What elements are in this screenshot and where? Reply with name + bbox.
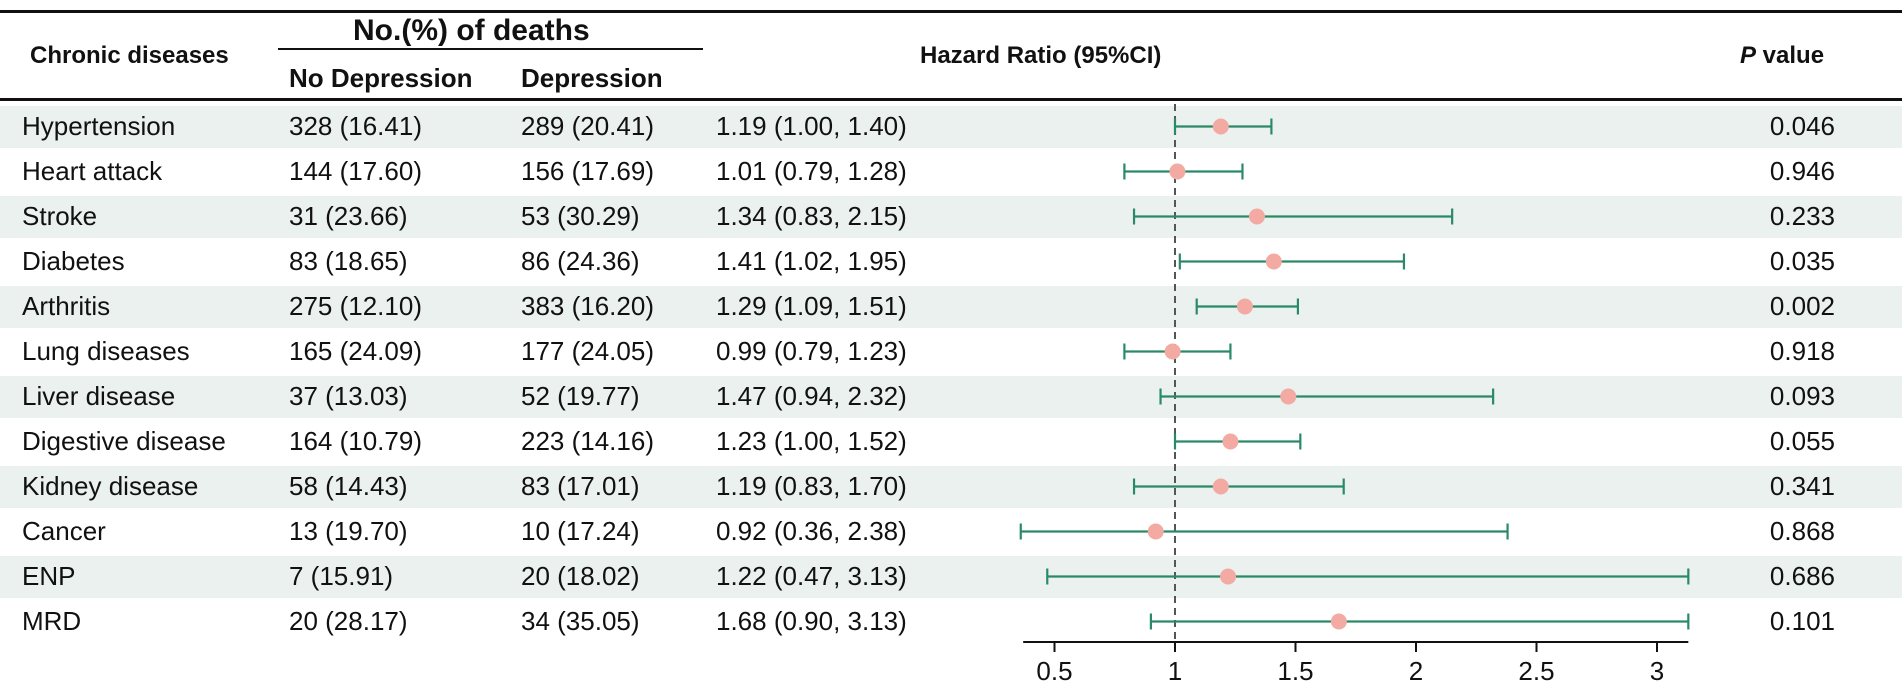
cell-disease: Lung diseases (22, 336, 190, 366)
cell-disease: Liver disease (22, 381, 176, 411)
column-header-disease: Chronic diseases (30, 42, 229, 69)
hr-point (1212, 478, 1229, 495)
cell-depression: 10 (17.24) (521, 516, 640, 546)
cell-depression: 383 (16.20) (521, 291, 654, 321)
column-header-depression: Depression (521, 63, 663, 93)
column-header-hazard-ratio: Hazard Ratio (95%CI) (920, 42, 1162, 69)
cell-hazard-ratio: 1.41 (1.02, 1.95) (716, 246, 907, 276)
hr-point (1212, 118, 1229, 135)
hr-point (1222, 433, 1239, 450)
cell-hazard-ratio: 0.92 (0.36, 2.38) (716, 516, 907, 546)
cell-p-value: 0.035 (1769, 246, 1835, 276)
group-header-underline (278, 48, 703, 50)
cell-no-depression: 31 (23.66) (289, 201, 408, 231)
cell-hazard-ratio: 1.23 (1.00, 1.52) (716, 426, 907, 456)
cell-hazard-ratio: 1.19 (1.00, 1.40) (716, 111, 907, 141)
cell-no-depression: 7 (15.91) (289, 561, 394, 591)
table-top-rule (0, 10, 1902, 13)
hr-point (1147, 523, 1164, 540)
cell-disease: MRD (22, 606, 82, 636)
cell-hazard-ratio: 1.22 (0.47, 3.13) (716, 561, 907, 591)
cell-p-value: 0.918 (1769, 336, 1835, 366)
cell-disease: Hypertension (22, 111, 176, 141)
row-stripe (0, 196, 1902, 238)
header-bottom-rule (0, 98, 1902, 101)
cell-depression: 223 (14.16) (521, 426, 654, 456)
x-tick-label: 0.5 (1036, 656, 1072, 686)
cell-p-value: 0.686 (1769, 561, 1835, 591)
hr-point (1236, 298, 1253, 315)
cell-depression: 86 (24.36) (521, 246, 640, 276)
cell-p-value: 0.868 (1769, 516, 1835, 546)
cell-p-value: 0.946 (1769, 156, 1835, 186)
cell-depression: 53 (30.29) (521, 201, 640, 231)
hr-point (1330, 613, 1347, 630)
cell-disease: Digestive disease (22, 426, 226, 456)
cell-hazard-ratio: 1.19 (0.83, 1.70) (716, 471, 907, 501)
cell-hazard-ratio: 1.34 (0.83, 2.15) (716, 201, 907, 231)
row-stripe (0, 376, 1902, 418)
hr-point (1265, 253, 1282, 270)
cell-hazard-ratio: 1.68 (0.90, 3.13) (716, 606, 907, 636)
hr-point (1169, 163, 1186, 180)
cell-no-depression: 144 (17.60) (289, 156, 422, 186)
hr-point (1280, 388, 1297, 405)
cell-p-value: 0.002 (1769, 291, 1835, 321)
cell-hazard-ratio: 1.47 (0.94, 2.32) (716, 381, 907, 411)
cell-no-depression: 164 (10.79) (289, 426, 422, 456)
cell-depression: 177 (24.05) (521, 336, 654, 366)
x-tick-label: 1 (1168, 656, 1182, 686)
x-tick-label: 3 (1650, 656, 1664, 686)
cell-depression: 34 (35.05) (521, 606, 640, 636)
cell-hazard-ratio: 1.29 (1.09, 1.51) (716, 291, 907, 321)
cell-depression: 20 (18.02) (521, 561, 640, 591)
cell-depression: 83 (17.01) (521, 471, 640, 501)
cell-disease: Diabetes (22, 246, 125, 276)
p-italic: P (1740, 42, 1757, 69)
hr-point (1248, 208, 1265, 225)
cell-p-value: 0.101 (1769, 606, 1835, 636)
cell-depression: 156 (17.69) (521, 156, 654, 186)
cell-no-depression: 165 (24.09) (289, 336, 422, 366)
x-tick-label: 2 (1409, 656, 1423, 686)
p-rest: value (1756, 42, 1825, 69)
cell-no-depression: 275 (12.10) (289, 291, 422, 321)
cell-disease: Stroke (22, 201, 98, 231)
cell-no-depression: 13 (19.70) (289, 516, 408, 546)
cell-disease: Kidney disease (22, 471, 199, 501)
cell-disease: Heart attack (22, 156, 163, 186)
cell-depression: 52 (19.77) (521, 381, 640, 411)
cell-depression: 289 (20.41) (521, 111, 654, 141)
row-stripe (0, 466, 1902, 508)
cell-p-value: 0.046 (1769, 111, 1835, 141)
row-stripe (0, 286, 1902, 328)
column-header-no-depression: No Depression (289, 63, 473, 93)
cell-p-value: 0.055 (1769, 426, 1835, 456)
cell-disease: Cancer (22, 516, 106, 546)
hr-point (1164, 343, 1181, 360)
cell-no-depression: 83 (18.65) (289, 246, 408, 276)
cell-disease: ENP (22, 561, 76, 591)
cell-no-depression: 20 (28.17) (289, 606, 408, 636)
hr-point (1220, 568, 1237, 585)
group-header-deaths: No.(%) of deaths (353, 14, 590, 47)
cell-hazard-ratio: 0.99 (0.79, 1.23) (716, 336, 907, 366)
cell-no-depression: 328 (16.41) (289, 111, 422, 141)
cell-p-value: 0.233 (1769, 201, 1835, 231)
cell-no-depression: 58 (14.43) (289, 471, 408, 501)
cell-disease: Arthritis (22, 291, 111, 321)
x-tick-label: 1.5 (1277, 656, 1313, 686)
row-stripe (0, 106, 1902, 148)
x-tick-label: 2.5 (1518, 656, 1554, 686)
cell-p-value: 0.341 (1769, 471, 1835, 501)
cell-no-depression: 37 (13.03) (289, 381, 408, 411)
cell-hazard-ratio: 1.01 (0.79, 1.28) (716, 156, 907, 186)
cell-p-value: 0.093 (1769, 381, 1835, 411)
column-header-p-value: P value (1740, 42, 1824, 70)
